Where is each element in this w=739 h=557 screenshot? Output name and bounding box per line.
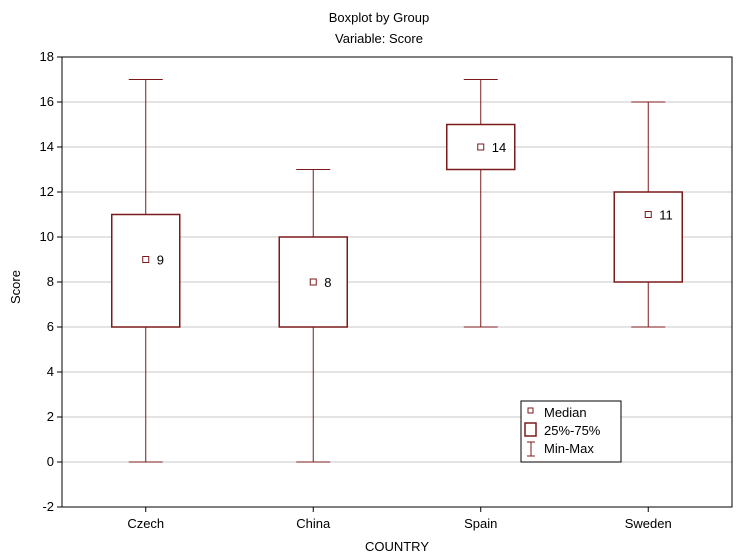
legend-frame	[520, 400, 622, 463]
x-tick-label: Czech	[127, 516, 164, 531]
box-icon	[524, 422, 537, 437]
box-group-spain: 14	[446, 79, 516, 328]
y-tick-label: 2	[47, 409, 54, 424]
legend-entry-minmax: Min-Max	[544, 441, 594, 456]
y-tick-label: 14	[40, 139, 54, 154]
iqr-box	[111, 213, 181, 328]
y-tick-label: 6	[47, 319, 54, 334]
median-label: 11	[659, 208, 673, 223]
y-tick-label: 4	[47, 364, 54, 379]
box-group-czech: 9	[111, 79, 181, 463]
median-marker	[644, 211, 652, 218]
y-tick-label: 8	[47, 274, 54, 289]
legend-entry-box: 25%-75%	[544, 423, 601, 438]
y-tick-label: 18	[40, 49, 54, 64]
x-axis: Czech China Spain Sweden	[127, 507, 672, 531]
boxes: 9 8 14 11	[111, 79, 683, 463]
y-tick-label: 10	[40, 229, 54, 244]
y-tick-label: -2	[42, 499, 54, 514]
chart-title: Boxplot by Group	[329, 10, 429, 25]
whisker-icon	[527, 441, 535, 457]
y-axis-label: Score	[8, 270, 23, 304]
x-tick-label: Spain	[464, 516, 497, 531]
y-tick-label: 12	[40, 184, 54, 199]
x-tick-label: China	[296, 516, 331, 531]
box-group-sweden: 11	[613, 101, 683, 328]
median-marker	[477, 143, 485, 151]
median-label: 9	[157, 253, 164, 268]
iqr-box	[613, 191, 683, 283]
legend-entry-median: Median	[544, 405, 587, 420]
y-tick-label: 0	[47, 454, 54, 469]
y-tick-label: 16	[40, 94, 54, 109]
x-axis-label: COUNTRY	[365, 539, 429, 554]
legend: Median 25%-75% Min-Max	[520, 400, 622, 463]
median-marker	[309, 278, 317, 286]
median-label: 8	[324, 275, 331, 290]
median-marker	[142, 256, 150, 263]
median-label: 14	[492, 140, 506, 155]
box-group-china: 8	[278, 169, 348, 463]
y-axis: -2 0 2 4 6 8 10 12 14 16 18	[40, 49, 62, 514]
median-marker-icon	[527, 407, 534, 414]
chart-subtitle: Variable: Score	[335, 31, 423, 46]
x-tick-label: Sweden	[625, 516, 672, 531]
